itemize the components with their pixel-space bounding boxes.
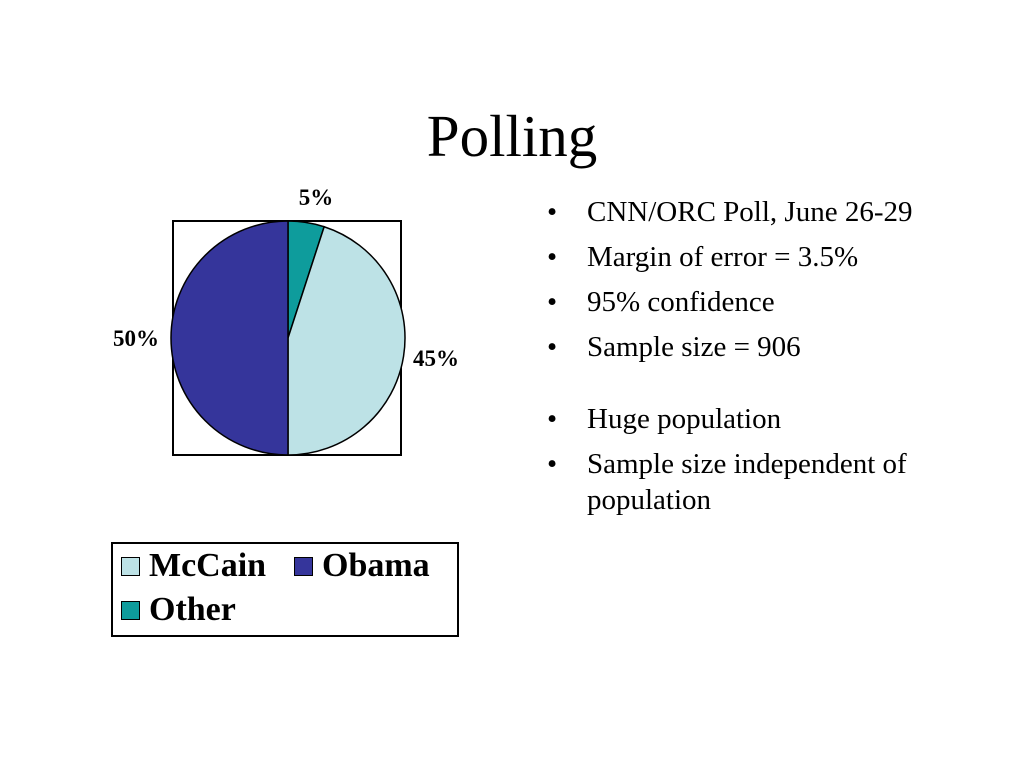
bullet-text: Margin of error = 3.5% [587,241,859,273]
bullet-item: • Sample size independent of population [547,446,1007,518]
bullet-text: CNN/ORC Poll, June 26-29 [587,196,913,228]
pie-slice-obama [170,220,289,456]
bullet-item: • Margin of error = 3.5% [547,239,1007,275]
bullet-item: • CNN/ORC Poll, June 26-29 [547,194,1007,230]
bullet-item: • Huge population [547,401,1007,437]
legend-label: Other [149,591,236,628]
pie-slice-mccain [287,225,406,456]
bullet-item: • Sample size = 906 [547,329,1007,365]
bullet-icon: • [547,331,558,363]
bullet-icon: • [547,196,558,228]
legend-swatch-icon [121,601,140,620]
slide-title: Polling [426,103,598,169]
legend-swatch-icon [121,557,140,576]
chart-legend: McCain Obama Other [111,542,459,637]
bullet-icon: • [547,241,558,273]
legend-label: Obama [322,547,430,584]
bullet-list: • CNN/ORC Poll, June 26-29 • Margin of err… [547,194,1007,527]
legend-label: McCain [149,547,267,584]
bullet-icon: • [547,448,558,480]
data-label-other: 5% [299,185,334,210]
bullet-icon: • [547,286,558,318]
bullet-item: • 95% confidence [547,284,1007,320]
bullet-text: 95% confidence [587,286,775,318]
bullet-text: Sample size = 906 [587,331,801,363]
data-label-obama: 50% [113,326,159,351]
bullet-icon: • [547,403,558,435]
bullet-text: Sample size independent of population [587,448,907,516]
legend-swatch-icon [294,557,313,576]
data-label-mccain: 45% [413,346,459,371]
bullet-text: Huge population [587,403,782,435]
